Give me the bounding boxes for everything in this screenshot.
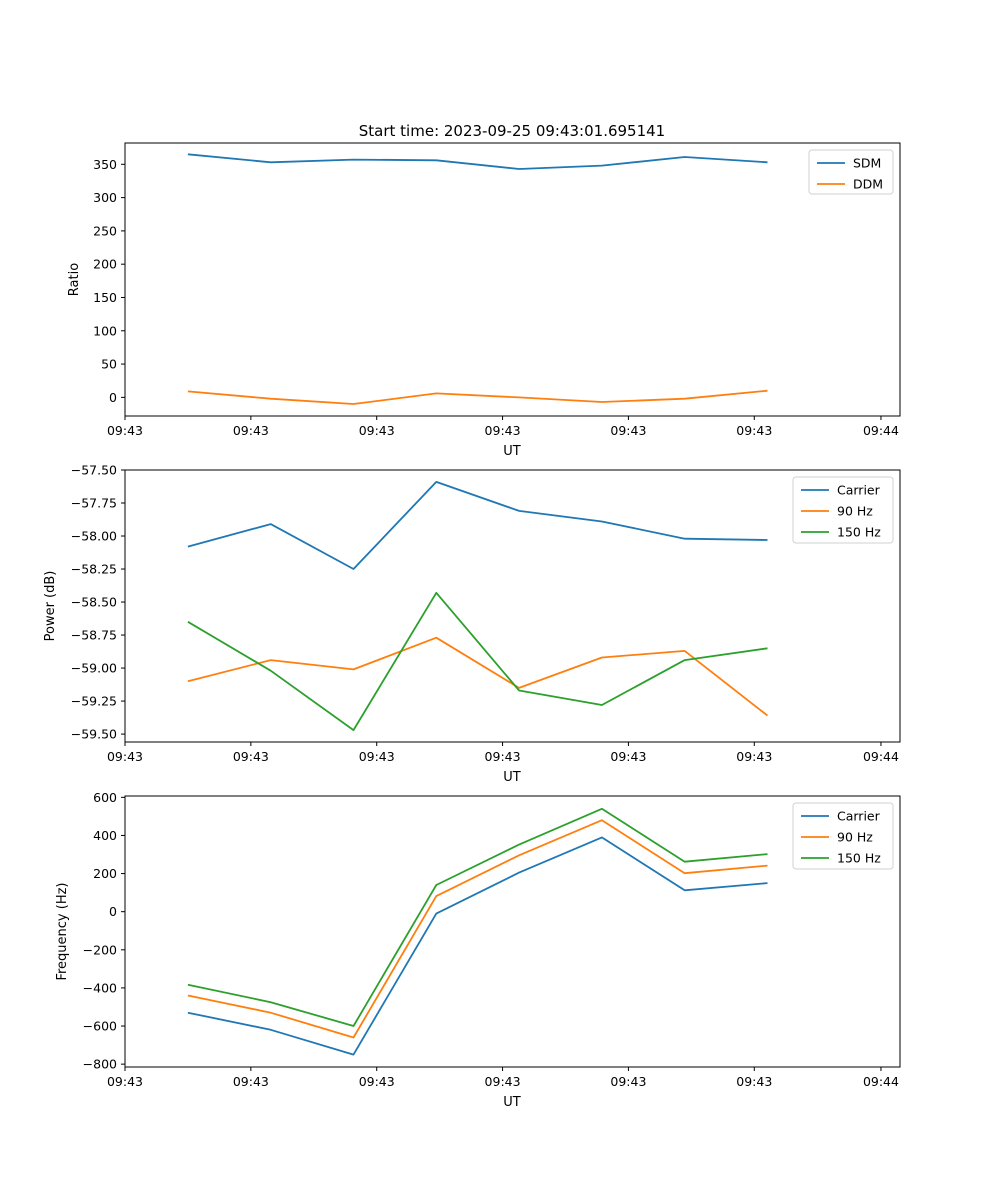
- series-line-ddm: [187, 389, 768, 405]
- y-tick-label: 350: [93, 157, 117, 172]
- y-tick-label: 200: [93, 257, 117, 272]
- axes-frame: [124, 795, 901, 1068]
- y-tick-label: 400: [93, 828, 117, 843]
- axes-frame: [124, 142, 901, 417]
- legend: Carrier 90 Hz 150 Hz: [792, 476, 894, 544]
- y-tick-label: 100: [93, 323, 117, 338]
- x-tick-label: 09:43: [107, 749, 143, 764]
- x-tick-label: 09:43: [359, 1074, 395, 1089]
- y-tick-label: 250: [93, 223, 117, 238]
- x-tick-label: 09:43: [485, 1074, 521, 1089]
- x-tick-label: 09:43: [736, 1074, 772, 1089]
- x-axis-label: UT: [503, 770, 521, 785]
- legend-label: 90 Hz: [837, 504, 873, 519]
- x-tick-label: 09:43: [233, 749, 269, 764]
- legend: Carrier 90 Hz 150 Hz: [792, 802, 894, 870]
- y-tick-label: −58.25: [71, 562, 117, 577]
- y-tick-label: −800: [83, 1057, 117, 1072]
- y-tick-label: −200: [83, 942, 117, 957]
- y-axis-label: Ratio: [67, 263, 82, 296]
- x-tick-label: 09:43: [485, 423, 521, 438]
- x-tick-label: 09:44: [863, 1074, 899, 1089]
- y-tick-label: 200: [93, 866, 117, 881]
- x-tick-label: 09:44: [863, 749, 899, 764]
- x-tick-label: 09:44: [863, 423, 899, 438]
- y-axis-label: Frequency (Hz): [55, 882, 70, 980]
- legend-box: [792, 802, 894, 870]
- y-tick-label: 600: [93, 790, 117, 805]
- legend-label: 150 Hz: [837, 851, 881, 866]
- legend-box: [808, 149, 894, 195]
- y-tick-label: 50: [101, 357, 117, 372]
- y-tick-label: −59.25: [71, 694, 117, 709]
- x-tick-label: 09:43: [736, 749, 772, 764]
- x-tick-label: 09:43: [107, 423, 143, 438]
- subplot-1: 09:43 09:43 09:43 09:43 09:43 09:43 09:44 UT 0 50…: [67, 142, 901, 459]
- x-axis-label: UT: [503, 1095, 521, 1110]
- y-tick-label: 150: [93, 290, 117, 305]
- axes-frame: [124, 469, 901, 743]
- y-tick-label: −57.75: [71, 496, 117, 511]
- legend: SDM DDM: [808, 149, 894, 195]
- y-axis-label: Power (dB): [43, 571, 58, 642]
- x-tick-label: 09:43: [359, 423, 395, 438]
- subplot-3: 09:43 09:43 09:43 09:43 09:43 09:43 09:44 UT −80…: [55, 790, 901, 1110]
- series-group: [187, 153, 768, 405]
- y-tick-label: −600: [83, 1019, 117, 1034]
- legend-box: [792, 476, 894, 544]
- y-tick-label: 300: [93, 190, 117, 205]
- x-tick-label: 09:43: [233, 1074, 269, 1089]
- x-tick-label: 09:43: [233, 423, 269, 438]
- legend-label: Carrier: [837, 483, 881, 498]
- figure-title: Start time: 2023-09-25 09:43:01.695141: [359, 122, 665, 140]
- legend-label: Carrier: [837, 809, 881, 824]
- series-line-carrier: [187, 480, 768, 570]
- x-tick-label: 09:43: [610, 423, 646, 438]
- x-tick-label: 09:43: [359, 749, 395, 764]
- series-line-90-hz: [187, 819, 768, 1039]
- y-tick-label: 0: [109, 390, 117, 405]
- y-tick-label: −58.75: [71, 628, 117, 643]
- y-tick-label: −58.50: [71, 595, 117, 610]
- y-tick-label: −59.50: [71, 727, 117, 742]
- x-axis-label: UT: [503, 444, 521, 459]
- y-tick-label: −58.00: [71, 529, 117, 544]
- legend-label: DDM: [853, 177, 883, 192]
- legend-label: 150 Hz: [837, 525, 881, 540]
- x-tick-label: 09:43: [610, 1074, 646, 1089]
- legend-label: SDM: [853, 156, 881, 171]
- y-tick-label: 0: [109, 904, 117, 919]
- series-line-150-hz: [187, 591, 768, 731]
- y-tick-label: −59.00: [71, 661, 117, 676]
- subplot-2: 09:43 09:43 09:43 09:43 09:43 09:43 09:44 UT −57…: [43, 463, 901, 785]
- x-tick-label: 09:43: [107, 1074, 143, 1089]
- y-tick-label: −57.50: [71, 463, 117, 478]
- series-group: [187, 807, 768, 1056]
- legend-label: 90 Hz: [837, 830, 873, 845]
- series-line-carrier: [187, 836, 768, 1056]
- x-tick-label: 09:43: [610, 749, 646, 764]
- x-tick-label: 09:43: [485, 749, 521, 764]
- series-line-150-hz: [187, 807, 768, 1027]
- series-group: [187, 480, 769, 731]
- y-tick-label: −400: [83, 980, 117, 995]
- series-line-90-hz: [187, 636, 769, 717]
- series-line-sdm: [187, 153, 768, 170]
- x-tick-label: 09:43: [736, 423, 772, 438]
